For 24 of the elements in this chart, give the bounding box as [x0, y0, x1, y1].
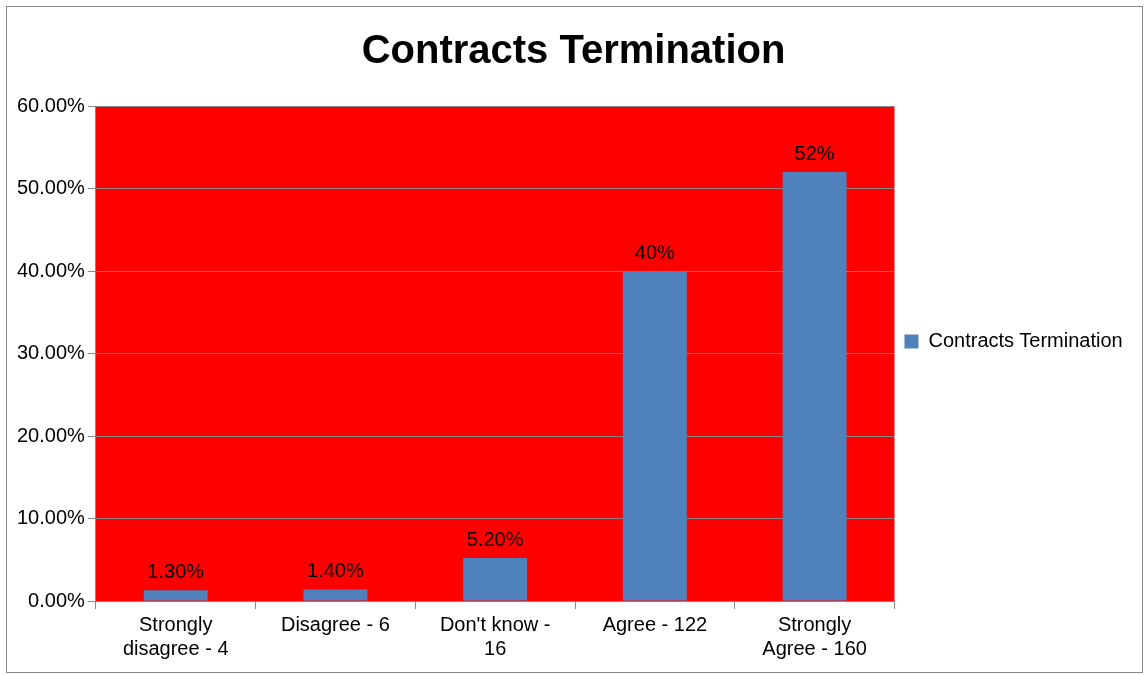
legend-label: Contracts Termination: [928, 329, 1123, 352]
data-label: 40%: [634, 240, 676, 263]
y-tick-label: 0.00%: [28, 588, 86, 611]
bar: [303, 589, 368, 601]
bar: [143, 590, 208, 601]
chart-title: Contracts Termination: [361, 27, 786, 72]
y-tick-label: 30.00%: [16, 341, 86, 364]
x-tick-label: Don't know - 16: [439, 612, 551, 659]
y-tick-label: 50.00%: [16, 176, 86, 199]
y-tick-label: 60.00%: [16, 93, 86, 116]
y-tick-label: 10.00%: [16, 506, 86, 529]
bar: [463, 558, 528, 601]
y-tick-label: 40.00%: [16, 258, 86, 281]
bar: [622, 271, 687, 601]
x-tick-label: Disagree - 6: [280, 612, 390, 635]
y-tick-label: 20.00%: [16, 423, 86, 446]
bar: [782, 172, 847, 601]
x-tick-label: Agree - 122: [602, 612, 708, 635]
x-tick-label: Strongly disagree - 4: [122, 612, 229, 659]
x-tick-label: Strongly Agree - 160: [762, 612, 867, 659]
data-label: 1.30%: [147, 559, 205, 582]
data-label: 1.40%: [307, 558, 364, 581]
data-label: 52%: [794, 141, 835, 164]
data-label: 5.20%: [466, 527, 524, 550]
